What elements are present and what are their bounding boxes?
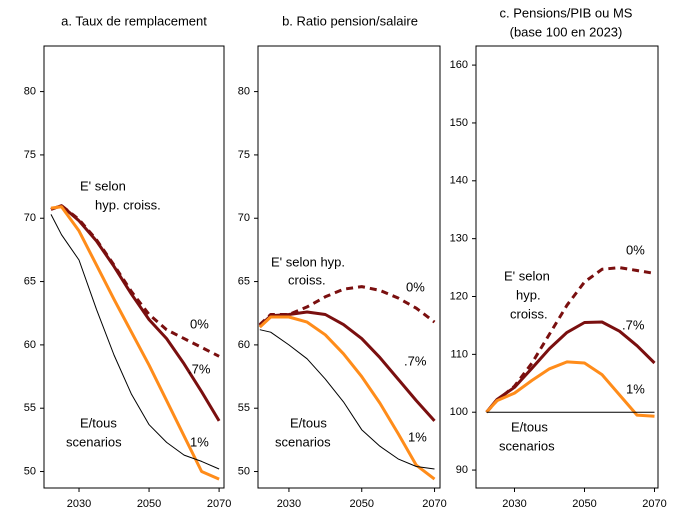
y-tick-label: 100 (450, 406, 468, 418)
series-line (50, 204, 221, 422)
x-tick-label: 2050 (572, 498, 596, 510)
y-tick-label: 60 (24, 339, 36, 351)
y-tick-label: 75 (24, 149, 36, 161)
annotation: scenarios (499, 438, 555, 453)
y-tick-label: 130 (450, 233, 468, 245)
y-tick-label: 50 (238, 465, 250, 477)
annotation: E/tous (80, 415, 117, 430)
x-tick-label: 2070 (422, 498, 446, 510)
series-label: 0% (190, 316, 209, 331)
y-tick-label: 65 (238, 275, 250, 287)
series-line (485, 320, 656, 414)
series-line (258, 315, 436, 481)
panel-title: b. Ratio pension/salaire (282, 13, 418, 28)
x-tick-label: 2070 (207, 498, 231, 510)
x-tick-label: 2030 (277, 498, 301, 510)
annotation: scenarios (275, 434, 331, 449)
plot-frame (43, 45, 225, 489)
series-label: 1% (408, 429, 427, 444)
y-tick-label: 60 (238, 339, 250, 351)
y-tick-label: 70 (238, 212, 250, 224)
plot-frame (475, 45, 659, 489)
x-tick-label: 2070 (642, 498, 666, 510)
series-label: 0% (406, 279, 425, 294)
series-label: .7% (404, 353, 427, 368)
panel-title: a. Taux de remplacement (61, 13, 207, 28)
series-label: 1% (626, 381, 645, 396)
annotation: E' selon (504, 268, 550, 283)
x-tick-label: 2050 (137, 498, 161, 510)
y-tick-label: 90 (456, 464, 468, 476)
y-tick-label: 160 (450, 59, 468, 71)
y-tick-label: 55 (238, 402, 250, 414)
annotation: croiss. (288, 272, 326, 287)
y-tick-label: 80 (24, 85, 36, 97)
y-tick-label: 150 (450, 117, 468, 129)
y-tick-label: 110 (450, 348, 468, 360)
annotation: E/tous (511, 419, 548, 434)
series-label: 1% (190, 434, 209, 449)
plot-frame (257, 45, 441, 489)
x-tick-label: 2030 (67, 498, 91, 510)
annotation: hyp. croiss. (95, 197, 161, 212)
y-tick-label: 65 (24, 275, 36, 287)
panel-title: c. Pensions/PIB ou MS (500, 5, 633, 20)
series-label: 0% (626, 242, 645, 257)
y-tick-label: 70 (24, 212, 36, 224)
series-line (258, 310, 436, 422)
y-tick-label: 120 (450, 290, 468, 302)
y-tick-label: 55 (24, 402, 36, 414)
series-line (50, 214, 220, 470)
x-tick-label: 2050 (349, 498, 373, 510)
annotation: hyp. (516, 287, 541, 302)
annotation: E/tous (290, 415, 327, 430)
series-label: .7% (188, 361, 211, 376)
annotation: scenarios (66, 434, 122, 449)
series-line (50, 205, 220, 481)
y-tick-label: 75 (238, 149, 250, 161)
series-line (259, 329, 435, 470)
y-tick-label: 80 (238, 85, 250, 97)
panel-title: (base 100 en 2023) (510, 24, 623, 39)
annotation: E' selon (80, 178, 126, 193)
series-label: .7% (622, 317, 645, 332)
y-tick-label: 50 (24, 465, 36, 477)
y-tick-label: 140 (450, 175, 468, 187)
annotation: croiss. (510, 306, 548, 321)
annotation: E' selon hyp. (271, 254, 345, 269)
series-line (485, 360, 655, 418)
x-tick-label: 2030 (502, 498, 526, 510)
